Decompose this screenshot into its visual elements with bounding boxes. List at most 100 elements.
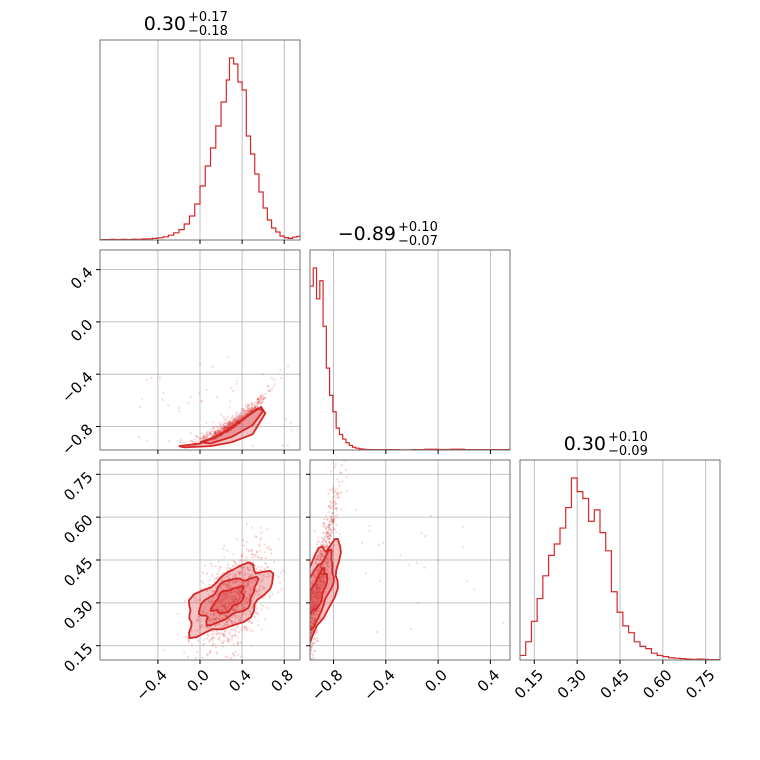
sample-point — [211, 596, 214, 599]
sample-point — [245, 413, 248, 416]
sample-point — [253, 616, 257, 619]
sample-point — [209, 428, 212, 431]
sample-point — [325, 514, 328, 518]
sample-point — [233, 654, 236, 658]
sample-point — [248, 404, 251, 407]
sample-point — [256, 402, 259, 405]
sample-point — [234, 608, 238, 612]
sample-point — [225, 426, 228, 430]
sample-point — [224, 608, 227, 611]
sample-point — [214, 618, 217, 621]
sample-point — [234, 581, 237, 584]
sample-point — [249, 592, 252, 595]
sample-point — [176, 633, 180, 636]
sample-point — [256, 401, 259, 404]
sample-point — [368, 524, 371, 528]
sample-point — [315, 592, 318, 595]
sample-point — [208, 639, 211, 642]
sample-point — [226, 569, 229, 572]
sample-point — [246, 566, 250, 569]
sample-point — [244, 585, 247, 588]
sample-point — [243, 577, 246, 580]
sample-point — [245, 411, 248, 414]
sample-point — [312, 602, 315, 605]
sample-point — [222, 632, 225, 636]
sample-point — [250, 408, 253, 411]
sample-point — [230, 421, 233, 424]
sample-point — [245, 412, 249, 415]
sample-point — [209, 432, 212, 436]
sample-point — [221, 577, 224, 580]
sample-point — [335, 429, 337, 431]
sample-point — [316, 540, 319, 544]
sample-point — [237, 592, 240, 595]
sample-point — [322, 538, 325, 542]
sample-point — [194, 440, 197, 444]
sample-point — [314, 613, 317, 616]
sample-point — [313, 616, 316, 619]
sample-point — [331, 512, 334, 515]
sample-point — [330, 520, 333, 524]
scatter-21-ytick-label: −0.4 — [58, 368, 96, 406]
sample-point — [195, 619, 198, 622]
hist-2-title-minus: −0.07 — [398, 234, 438, 249]
sample-point — [315, 583, 318, 587]
sample-point — [210, 434, 214, 437]
sample-point — [228, 618, 232, 621]
sample-point — [312, 654, 315, 657]
sample-point — [236, 600, 240, 603]
sample-point — [246, 409, 250, 412]
sample-point — [232, 419, 235, 422]
sample-point — [231, 599, 234, 602]
sample-point — [250, 572, 253, 576]
sample-point — [257, 556, 260, 559]
sample-point — [235, 416, 238, 419]
sample-point — [268, 596, 272, 599]
sample-point — [408, 563, 411, 566]
sample-point — [234, 418, 237, 422]
sample-point — [216, 429, 219, 432]
sample-point — [218, 623, 221, 626]
sample-point — [227, 586, 230, 589]
sample-point — [223, 426, 226, 429]
sample-point — [316, 602, 319, 606]
sample-point — [315, 586, 319, 589]
sample-point — [222, 634, 225, 638]
sample-point — [329, 541, 332, 544]
sample-point — [229, 591, 232, 595]
sample-point — [336, 513, 339, 516]
sample-point — [311, 601, 314, 604]
sample-point — [318, 580, 321, 584]
sample-point — [324, 526, 327, 530]
sample-point — [330, 515, 333, 518]
sample-point — [218, 605, 221, 608]
sample-point — [238, 631, 241, 634]
sample-point — [331, 491, 334, 494]
sample-point — [232, 418, 235, 421]
sample-point — [315, 570, 318, 574]
sample-point — [224, 593, 228, 596]
sample-point — [224, 635, 227, 638]
sample-point — [243, 574, 246, 577]
sample-point — [220, 609, 223, 612]
sample-point — [261, 574, 265, 577]
sample-point — [240, 554, 243, 557]
sample-point — [221, 426, 224, 429]
sample-point — [232, 600, 235, 604]
sample-point — [250, 575, 253, 578]
sample-point — [221, 608, 224, 611]
sample-point — [200, 400, 203, 403]
sample-point — [211, 365, 214, 368]
sample-point — [341, 441, 343, 443]
sample-point — [219, 423, 222, 427]
sample-point — [329, 529, 333, 533]
sample-point — [259, 526, 262, 529]
sample-point — [260, 537, 263, 540]
sample-point — [226, 582, 229, 585]
sample-point — [311, 591, 315, 594]
sample-point — [215, 432, 218, 436]
sample-point — [243, 591, 247, 594]
sample-point — [248, 610, 252, 613]
sample-point — [212, 630, 215, 633]
sample-point — [223, 427, 227, 430]
